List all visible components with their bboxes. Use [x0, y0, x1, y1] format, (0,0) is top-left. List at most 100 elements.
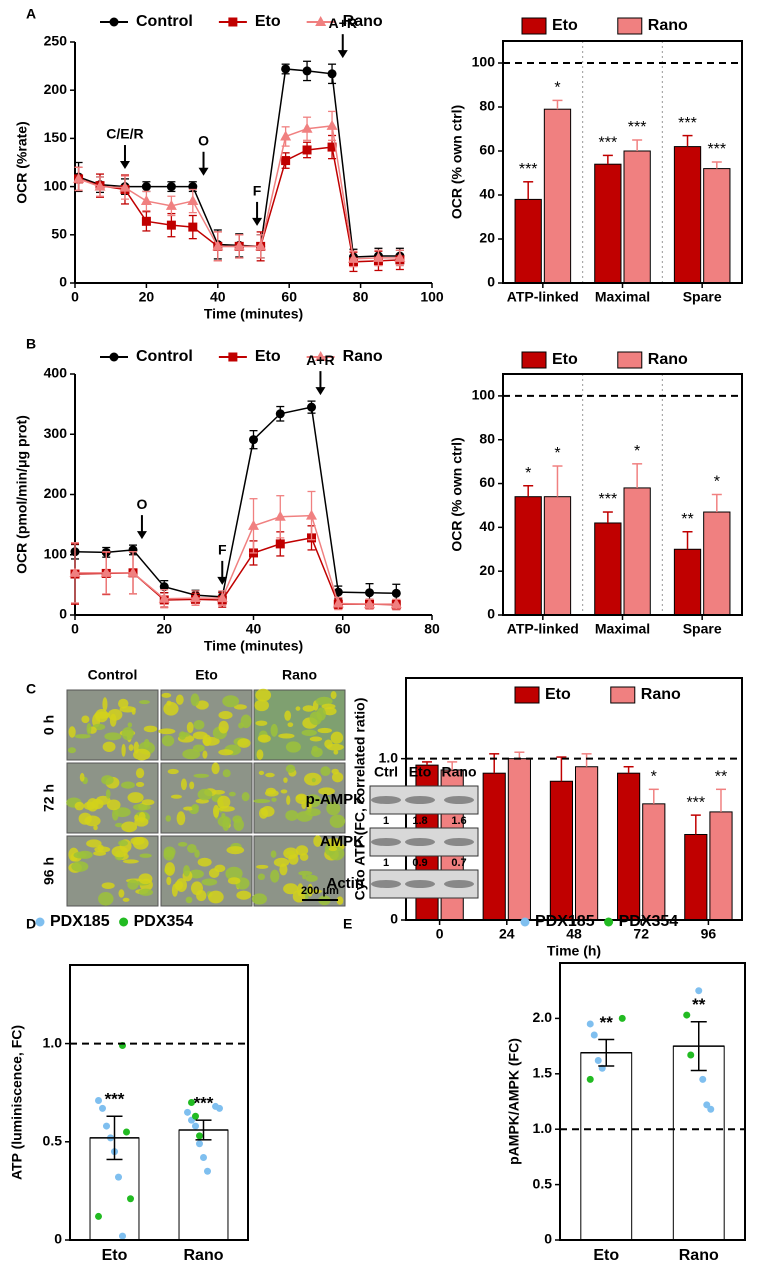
- cell-cluster: [315, 696, 333, 706]
- bar: [672, 1045, 725, 1241]
- bar: [703, 168, 731, 284]
- data-point: [184, 1108, 191, 1116]
- cell-cluster: [295, 706, 301, 711]
- data-point: [192, 1122, 199, 1130]
- error-bar: [581, 753, 592, 767]
- cell-cluster: [299, 853, 309, 861]
- annotation-arrowhead: [136, 531, 147, 540]
- cell-cluster: [317, 727, 333, 734]
- data-point: [695, 987, 703, 995]
- cell-cluster: [279, 863, 288, 876]
- cell-cluster: [333, 749, 339, 755]
- cell-cluster: [330, 691, 337, 700]
- significance: *: [525, 465, 531, 482]
- cell-cluster: [222, 769, 231, 778]
- data-point: [687, 1051, 695, 1059]
- cell-cluster: [121, 743, 126, 757]
- cell-cluster: [286, 795, 291, 806]
- y-axis-label: OCR (% own ctrl): [449, 437, 465, 551]
- bar: [594, 163, 622, 284]
- cell-cluster: [119, 706, 136, 713]
- error-bar: [648, 788, 659, 804]
- legend-swatch: [610, 686, 636, 704]
- legend-swatch: [617, 17, 643, 35]
- significance: **: [600, 1013, 614, 1032]
- error-bar: [552, 99, 563, 110]
- cell-cluster: [228, 791, 236, 797]
- y-tick-label: 0: [390, 911, 398, 927]
- cell-cluster: [271, 797, 277, 802]
- cell-cluster: [222, 817, 230, 831]
- cell-cluster: [166, 876, 172, 886]
- error-bar: [715, 788, 726, 812]
- data-point: [391, 588, 401, 598]
- bar: [549, 780, 573, 921]
- annotation: O: [198, 132, 209, 148]
- legend-marker: [315, 16, 327, 26]
- cell-cluster: [133, 803, 151, 811]
- cell-cluster: [222, 695, 240, 708]
- y-axis-label: ATP (luminiscence, FC): [9, 1025, 25, 1180]
- y-tick-label: 0: [487, 274, 495, 290]
- blot-quant: 1.8: [412, 815, 427, 827]
- data-point: [327, 142, 337, 152]
- data-point: [302, 66, 312, 76]
- y-tick-label: 1.0: [379, 749, 399, 765]
- significance: **: [692, 995, 706, 1014]
- cell-cluster: [218, 720, 229, 734]
- data-point: [618, 1014, 626, 1022]
- y-tick-label: 0: [544, 1231, 552, 1247]
- y-tick-label: 150: [44, 129, 68, 145]
- cell-cluster: [83, 801, 96, 811]
- annotation: A+R: [329, 15, 357, 31]
- cell-cluster: [255, 720, 268, 726]
- significance: ***: [707, 141, 726, 158]
- legend-swatch: [514, 686, 540, 704]
- data-point: [189, 592, 201, 603]
- significance: ***: [678, 115, 697, 132]
- blot-band: [371, 796, 401, 804]
- y-tick-label: 80: [479, 98, 495, 114]
- y-tick-label: 1.0: [533, 1120, 553, 1136]
- cell-cluster: [283, 777, 288, 783]
- cell-cluster: [236, 890, 252, 900]
- cell-cluster: [118, 840, 128, 847]
- cell-cluster: [326, 796, 331, 804]
- data-point: [212, 240, 224, 251]
- x-tick-label: 24: [499, 926, 515, 942]
- cell-cluster: [265, 772, 275, 778]
- cell-cluster: [194, 849, 200, 858]
- legend-marker: [604, 917, 614, 927]
- y-tick-label: 200: [44, 485, 68, 501]
- error-bar: [422, 761, 433, 766]
- data-point: [95, 1097, 102, 1105]
- cell-cluster: [94, 709, 109, 723]
- y-tick-label: 40: [479, 186, 495, 202]
- x-tick-label: Spare: [683, 289, 722, 305]
- cell-cluster: [296, 811, 313, 822]
- significance: ***: [599, 135, 618, 152]
- annotation: C/E/R: [106, 126, 143, 142]
- x-axis-label: Time (h): [547, 943, 601, 959]
- scale-bar-label: 200 μm: [301, 885, 339, 897]
- data-point: [159, 582, 169, 592]
- significance: *: [554, 80, 560, 97]
- data-point: [326, 119, 338, 130]
- blot-band: [405, 880, 435, 888]
- cell-cluster: [171, 883, 178, 897]
- cell-cluster: [98, 892, 114, 906]
- y-axis-label: OCR (%rate): [14, 121, 30, 203]
- bar: [514, 198, 542, 284]
- data-point: [594, 1057, 602, 1065]
- cell-cluster: [190, 693, 200, 707]
- cell-cluster: [320, 766, 331, 776]
- significance: ***: [628, 119, 647, 136]
- data-point: [69, 566, 81, 577]
- data-point: [364, 598, 376, 609]
- y-tick-label: 300: [44, 425, 68, 441]
- legend-marker: [315, 351, 327, 361]
- annotation: F: [253, 183, 262, 199]
- cell-cluster: [188, 869, 204, 879]
- data-point: [699, 1075, 707, 1083]
